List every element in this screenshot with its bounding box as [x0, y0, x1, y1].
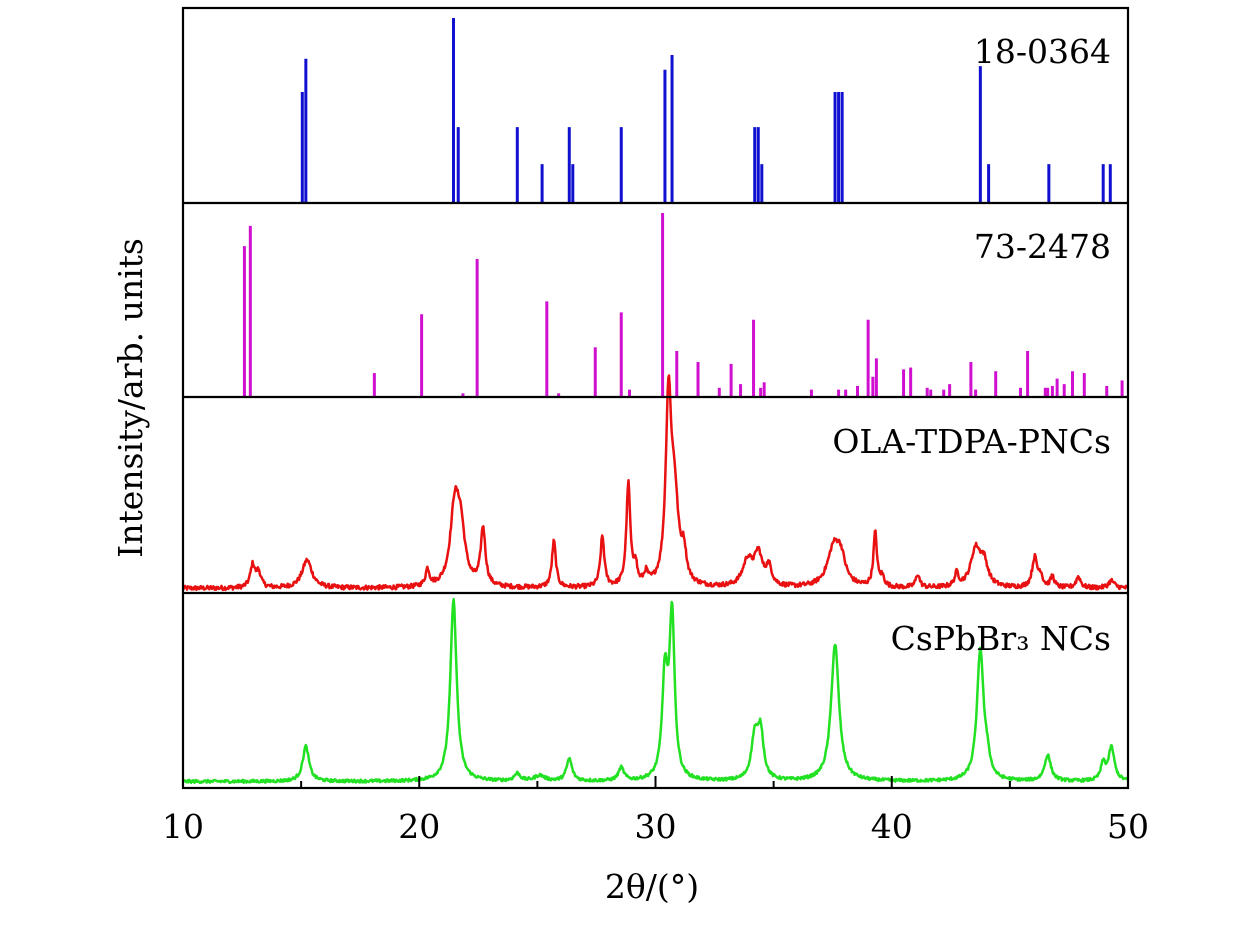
- panel-label-73-2478: 73-2478: [974, 227, 1111, 266]
- x-tick-label-50: 50: [1107, 807, 1149, 846]
- panel-label-ola-tdpa-pncs: OLA-TDPA-PNCs: [832, 422, 1111, 461]
- x-tick-label-30: 30: [635, 807, 677, 846]
- plot-panels: [181, 6, 1130, 790]
- pattern-line-3: [181, 597, 1129, 785]
- x-axis-ticks: 10 20 30 40 50: [162, 776, 1149, 846]
- pattern-line-2: [181, 374, 1129, 592]
- x-axis-title: 2θ/(°): [605, 867, 699, 906]
- x-tick-label-10: 10: [162, 807, 204, 846]
- panel-label-18-0364: 18-0364: [974, 32, 1111, 71]
- x-tick-label-20: 20: [398, 807, 440, 846]
- x-tick-label-40: 40: [871, 807, 913, 846]
- panel-label-cspbbr3-ncs: CsPbBr₃ NCs: [891, 619, 1111, 658]
- y-axis-title: Intensity/arb. units: [111, 238, 150, 558]
